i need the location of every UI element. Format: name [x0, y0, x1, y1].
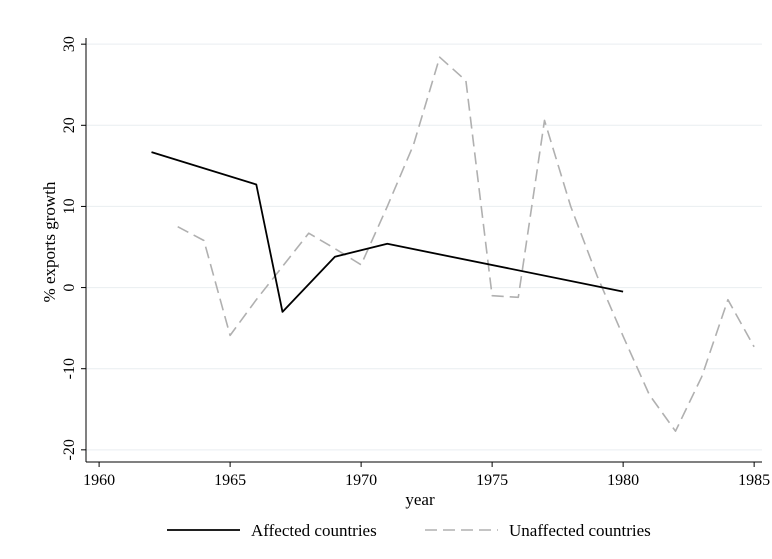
- series-line-affected: [151, 151, 624, 313]
- y-axis-title: % exports growth: [40, 181, 59, 302]
- series-layer: [151, 56, 755, 433]
- series-line-unaffected: [177, 56, 755, 433]
- x-axis-title: year: [405, 490, 435, 509]
- x-tick-label: 1985: [738, 472, 770, 489]
- y-tick-label: -10: [61, 358, 78, 379]
- x-tick-label: 1965: [214, 472, 246, 489]
- y-tick-label: 0: [61, 284, 78, 292]
- y-tick-label: 10: [61, 198, 78, 214]
- gridlines: [86, 43, 762, 451]
- y-tick-label: 20: [61, 117, 78, 133]
- x-tick-label: 1960: [83, 472, 115, 489]
- y-tick-label: 30: [61, 36, 78, 52]
- x-tick-label: 1980: [607, 472, 639, 489]
- axes: -20 -10 0 10 20 30 1960 1965 1970 1975 1980 1985: [61, 36, 770, 489]
- legend-label-unaffected: Unaffected countries: [509, 521, 651, 540]
- y-tick-label: -20: [61, 439, 78, 460]
- x-tick-label: 1970: [345, 472, 377, 489]
- legend: Affected countries Unaffected countries: [167, 521, 651, 540]
- x-tick-label: 1975: [476, 472, 508, 489]
- legend-label-affected: Affected countries: [251, 521, 377, 540]
